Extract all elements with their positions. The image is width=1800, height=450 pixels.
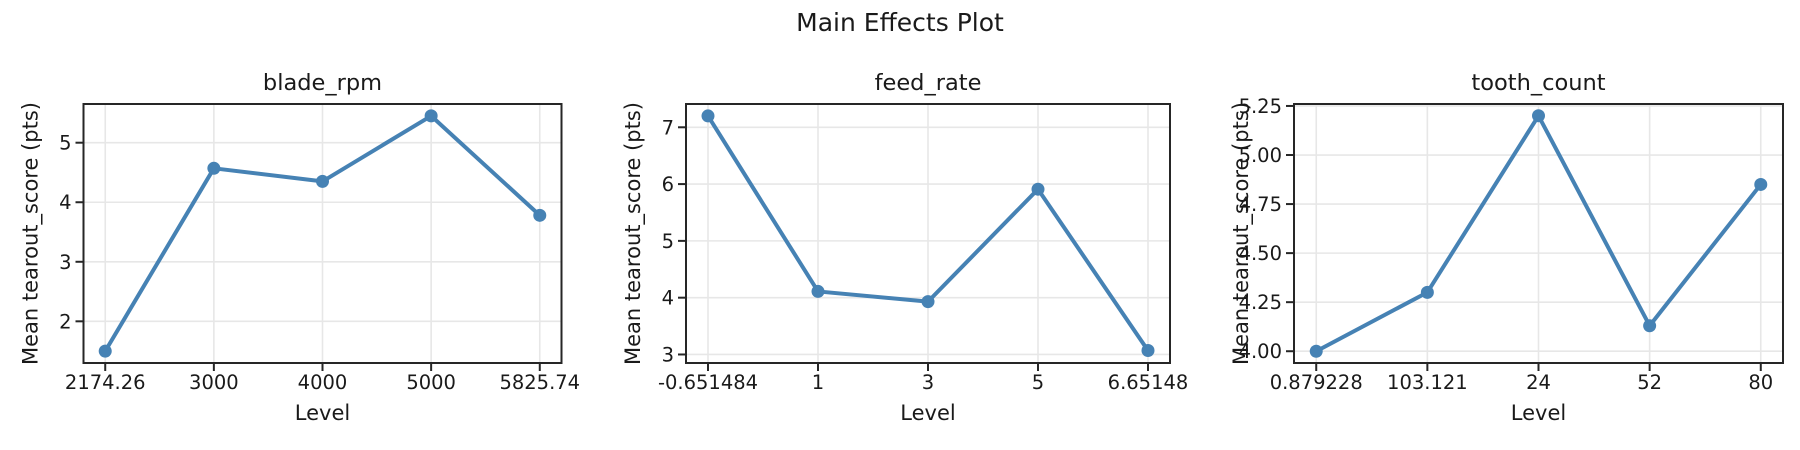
y-tick-label: 5.25 (1239, 95, 1282, 118)
data-point (1141, 344, 1155, 358)
x-tick-label: 3 (922, 371, 934, 394)
y-tick-label: 4 (59, 191, 71, 214)
y-tick-label: 3 (662, 343, 674, 366)
data-point (98, 344, 112, 358)
y-tick-label: 4 (662, 287, 674, 310)
x-tick-label: 1 (812, 371, 824, 394)
y-tick-label: 4.25 (1239, 291, 1282, 314)
y-tick-label: 5 (59, 132, 71, 155)
subplot-title-tooth_count: tooth_count (1471, 70, 1605, 96)
data-point (1643, 319, 1657, 333)
x-tick-label: 4000 (298, 371, 348, 394)
x-tick-label: 80 (1748, 371, 1773, 394)
x-axis-label: Level (295, 401, 350, 425)
axes-spine (685, 103, 1171, 364)
data-point (1532, 109, 1545, 123)
y-tick-label: 7 (662, 116, 674, 139)
subplot-title-blade_rpm: blade_rpm (263, 70, 382, 96)
x-tick-label: 5 (1032, 371, 1044, 394)
y-tick-label: 5.00 (1239, 144, 1282, 167)
y-tick-label: 4.00 (1239, 340, 1282, 363)
data-point (811, 284, 825, 298)
data-point (1420, 285, 1434, 299)
x-tick-label: 103.121 (1387, 371, 1468, 394)
y-tick-label: 6 (662, 173, 674, 196)
x-tick-label: 6.65148 (1108, 371, 1189, 394)
x-tick-label: 5825.74 (499, 371, 580, 394)
data-point (424, 109, 438, 123)
y-tick-label: 4.50 (1239, 242, 1282, 265)
data-point (1309, 344, 1323, 358)
data-point (1031, 182, 1045, 196)
x-tick-label: 24 (1526, 371, 1551, 394)
subplot-title-feed_rate: feed_rate (875, 70, 982, 96)
x-axis-label: Level (900, 401, 955, 425)
x-axis-label: Level (1511, 401, 1566, 425)
x-tick-label: -0.651484 (658, 371, 758, 394)
y-tick-label: 3 (59, 251, 71, 274)
x-tick-label: 5000 (406, 371, 456, 394)
figure-title: Main Effects Plot (796, 8, 1004, 37)
axes-spine (82, 103, 563, 364)
x-tick-label: 3000 (189, 371, 239, 394)
data-point (1754, 177, 1768, 191)
data-point (207, 161, 221, 175)
y-axis-label: Mean tearout_score (pts) (19, 102, 44, 365)
data-point (533, 208, 547, 222)
x-tick-label: 0.879228 (1270, 371, 1363, 394)
data-point (316, 174, 329, 188)
x-tick-label: 52 (1637, 371, 1662, 394)
data-point (921, 295, 935, 309)
y-tick-label: 2 (59, 310, 71, 333)
y-axis-label: Mean tearout_score (pts) (1229, 102, 1254, 365)
axes-spine (1293, 103, 1784, 364)
y-axis-label: Mean tearout_score (pts) (621, 102, 646, 365)
data-point (701, 109, 715, 123)
y-tick-label: 4.75 (1239, 193, 1282, 216)
y-tick-label: 5 (662, 230, 674, 253)
x-tick-label: 2174.26 (65, 371, 146, 394)
